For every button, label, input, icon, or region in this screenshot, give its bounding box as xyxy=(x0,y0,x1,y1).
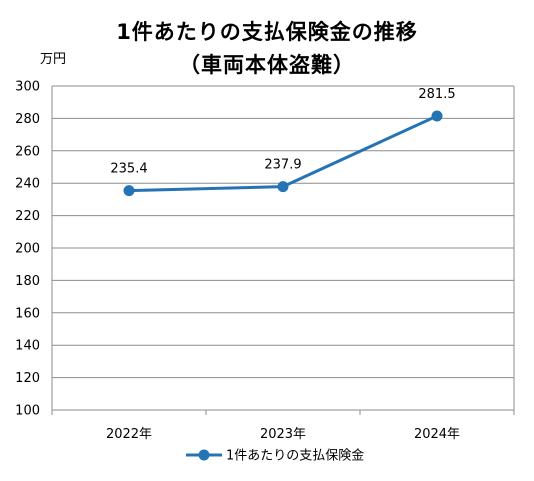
x-tick-label: 2024年 xyxy=(414,427,460,442)
y-tick-label: 140 xyxy=(15,339,40,354)
y-tick-label: 240 xyxy=(15,177,40,192)
data-label: 281.5 xyxy=(418,87,455,102)
series-line xyxy=(128,114,438,193)
y-axis-unit-label: 万円 xyxy=(40,52,67,67)
y-tick-label: 280 xyxy=(15,112,40,127)
y-tick-label: 220 xyxy=(15,209,40,224)
y-tick-label: 260 xyxy=(15,144,40,159)
x-tick-label: 2023年 xyxy=(260,427,306,442)
y-tick-label: 180 xyxy=(15,274,40,289)
data-label: 237.9 xyxy=(264,158,301,173)
y-tick-label: 300 xyxy=(15,80,40,95)
data-label: 235.4 xyxy=(110,162,147,177)
y-tick-label: 120 xyxy=(15,371,40,386)
x-tick-label: 2022年 xyxy=(106,427,152,442)
data-point xyxy=(277,181,289,193)
legend-label: 1件あたりの支払保険金 xyxy=(226,448,364,464)
chart-title: 1件あたりの支払保険金の推移 xyxy=(116,20,418,44)
y-tick-label: 200 xyxy=(15,242,40,257)
y-tick-label: 100 xyxy=(15,404,40,419)
chart-subtitle: （車両本体盗難） xyxy=(179,53,355,77)
data-point xyxy=(123,185,135,197)
data-point xyxy=(431,110,443,122)
y-tick-label: 160 xyxy=(15,306,40,321)
legend-marker xyxy=(198,449,210,461)
